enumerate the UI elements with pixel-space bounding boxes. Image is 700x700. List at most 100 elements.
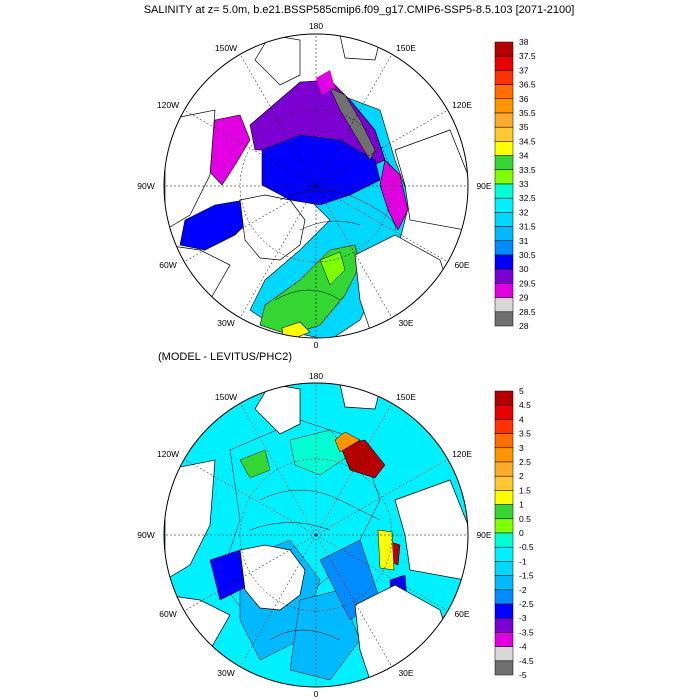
lon-label: 180 (309, 371, 323, 381)
colorbar-label: 30 (519, 264, 529, 274)
colorbar-swatch (494, 70, 514, 85)
colorbar-swatch (494, 575, 514, 591)
colorbar-label: -2.5 (519, 599, 534, 609)
colorbar-swatch (494, 461, 514, 477)
colorbar-swatch (494, 212, 514, 227)
colorbar-swatch (494, 419, 514, 434)
colorbar-swatch (494, 141, 514, 156)
colorbar-swatch (494, 660, 514, 676)
bottom-map-fields (164, 383, 468, 687)
lon-label: 120E (452, 100, 472, 110)
lon-label: 120W (157, 100, 179, 110)
colorbar-label: -5 (519, 670, 527, 680)
lon-label: 30E (398, 668, 413, 678)
colorbar-swatch (494, 646, 514, 662)
lon-label: 30W (217, 318, 234, 328)
colorbar-label: -3.5 (519, 627, 534, 637)
colorbar-label: 2.5 (519, 457, 531, 467)
colorbar-label: 36.5 (519, 80, 536, 90)
colorbar-swatch (494, 490, 514, 505)
colorbar-label: 1.5 (519, 485, 531, 495)
colorbar-swatch (494, 404, 514, 420)
top-colorbar: 38 37.5 37 36.5 36 35.5 35 34.5 34 33.5 33 32.5 32 31… (494, 37, 536, 331)
colorbar-swatch (494, 504, 514, 520)
colorbar-swatch (494, 297, 514, 313)
top-panel-title: SALINITY at z= 5.0m, b.e21.BSSP585cmip6.… (144, 4, 575, 16)
lon-label: 180 (309, 21, 323, 31)
colorbar-label: 34 (519, 151, 529, 161)
lon-label: 90W (137, 530, 154, 540)
colorbar-label: 2 (519, 471, 524, 481)
lon-label: 150W (215, 392, 237, 402)
colorbar-label: -4 (519, 642, 527, 652)
colorbar-label: 37.5 (519, 51, 536, 61)
lon-label: 30W (217, 668, 234, 678)
colorbar-swatch (494, 311, 514, 327)
lon-label: 150E (396, 392, 416, 402)
bottom-difference-map (163, 382, 469, 688)
colorbar-label: 36 (519, 94, 529, 104)
lon-label: 0 (314, 340, 319, 350)
colorbar-label: 32.5 (519, 193, 536, 203)
colorbar-label: -4.5 (519, 656, 534, 666)
colorbar-swatch (494, 155, 514, 171)
colorbar-swatch (494, 41, 514, 57)
colorbar-swatch (494, 268, 514, 284)
colorbar-swatch (494, 632, 514, 647)
colorbar-label: 34.5 (519, 136, 536, 146)
colorbar-swatch (494, 603, 514, 619)
bottom-map-boundary (163, 382, 469, 688)
lon-label: 120W (157, 449, 179, 459)
lon-label: 0 (314, 689, 319, 699)
colorbar-label: 33.5 (519, 165, 536, 175)
colorbar-swatch (494, 617, 514, 633)
lon-label: 150W (215, 43, 237, 53)
colorbar-label: 32 (519, 207, 529, 217)
colorbar-label: 31 (519, 236, 529, 246)
colorbar-swatch (494, 546, 514, 562)
colorbar-label: -2 (519, 585, 527, 595)
top-longitude-labels: 180 150W 150E 120W 120E 90W 90E 60W 60E … (137, 21, 492, 350)
lon-label: 90W (137, 181, 154, 191)
colorbar-label: 29 (519, 293, 529, 303)
colorbar-label: 4.5 (519, 400, 531, 410)
lon-label: 30E (398, 318, 413, 328)
lon-label: 90E (476, 530, 491, 540)
colorbar-label: -1.5 (519, 571, 534, 581)
bottom-panel-title: (MODEL - LEVITUS/PHC2) (158, 351, 292, 363)
colorbar-swatch (494, 197, 514, 213)
colorbar-swatch (494, 561, 514, 576)
bottom-colorbar: 5 4.5 4 3.5 3 2.5 2 1.5 1 0.5 0 -0.5 -1 -1.5 -2 -2.5 -3 -… (494, 386, 534, 680)
colorbar-label: 37 (519, 65, 529, 75)
colorbar-label: -1 (519, 556, 527, 566)
colorbar-label: 3 (519, 443, 524, 453)
bottom-longitude-labels: 180 150W 150E 120W 120E 90W 90E 60W 60E … (137, 371, 492, 699)
colorbar-swatch (494, 254, 514, 270)
colorbar-swatch (494, 240, 514, 256)
colorbar-label: 5 (519, 386, 524, 396)
colorbar-swatch (494, 169, 514, 185)
colorbar-swatch (494, 589, 514, 605)
colorbar-label: 35 (519, 122, 529, 132)
colorbar-label: -0.5 (519, 542, 534, 552)
colorbar-label: 1 (519, 500, 524, 510)
colorbar-swatch (494, 433, 514, 449)
lon-label: 120E (452, 449, 472, 459)
colorbar-label: 0 (519, 528, 524, 538)
colorbar-swatch (494, 98, 514, 114)
lon-label: 60E (454, 260, 469, 270)
top-map-boundary (163, 33, 469, 339)
colorbar-swatch (494, 183, 514, 199)
lon-label: 60W (159, 260, 176, 270)
colorbar-swatch (494, 390, 514, 406)
top-map-fields (164, 34, 468, 338)
colorbar-label: 0.5 (519, 514, 531, 524)
colorbar-swatch (494, 283, 514, 298)
colorbar-label: 29.5 (519, 278, 536, 288)
lon-label: 60W (159, 609, 176, 619)
colorbar-label: 35.5 (519, 108, 536, 118)
lon-label: 90E (476, 181, 491, 191)
lon-label: 150E (396, 43, 416, 53)
top-salinity-map (163, 33, 469, 339)
